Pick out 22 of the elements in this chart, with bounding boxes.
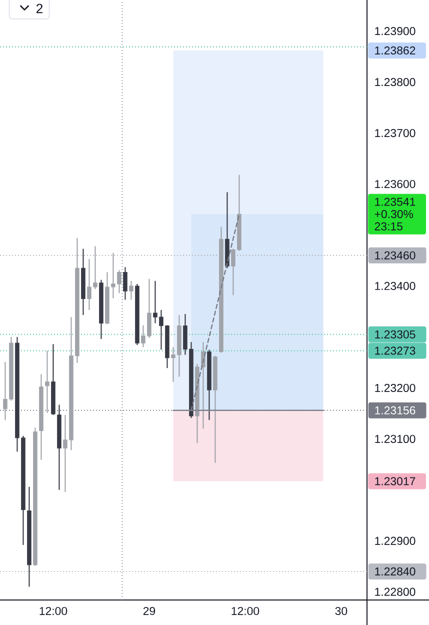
- annotation: 2: [36, 4, 43, 14]
- y-tick-label: 1.23017: [375, 477, 416, 486]
- y-tick-label: 1.23862: [375, 46, 416, 55]
- y-tick-label: 1.23100: [375, 434, 416, 443]
- y-tick-label: 1.23400: [375, 282, 416, 290]
- y-tick-label: 1.23541 +0.30% 23:15: [374, 198, 416, 230]
- ref-line-label: 1.23273: [375, 346, 416, 355]
- ref-line-label: 1.22840: [375, 567, 416, 576]
- y-tick-label: 1.22800: [375, 588, 416, 596]
- ref-line-label: 1.23305: [375, 330, 416, 338]
- y-tick-label: 1.23600: [375, 180, 416, 188]
- y-tick-label: 1.23900: [375, 27, 416, 36]
- x-tick-label: 12:00: [232, 606, 260, 616]
- y-tick-label: 1.23800: [375, 78, 416, 86]
- x-tick-label: 30: [335, 606, 348, 616]
- x-tick-label: 12:00: [40, 606, 68, 616]
- x-tick-label: 29: [143, 606, 156, 616]
- ref-line-label: 1.23156: [375, 406, 416, 414]
- y-tick-label: 1.22900: [375, 536, 416, 545]
- y-tick-label: 1.23700: [375, 128, 416, 138]
- ref-line-label: 1.23460: [375, 251, 416, 260]
- y-tick-label: 1.23200: [375, 384, 416, 392]
